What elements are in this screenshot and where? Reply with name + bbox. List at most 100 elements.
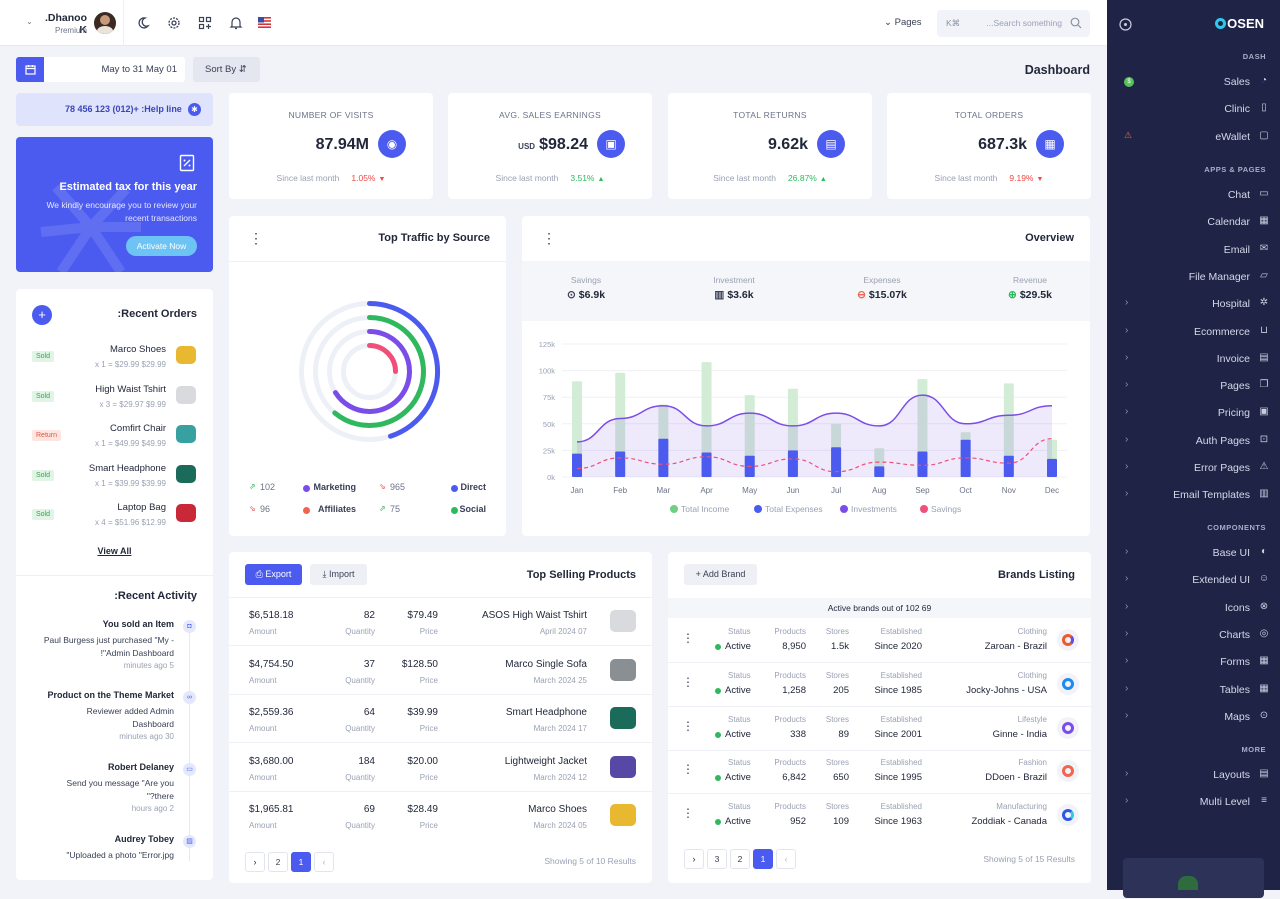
order-item[interactable]: Sold High Waist Tshirt x 3 = $29.97 $9.99 [16, 379, 213, 415]
order-item[interactable]: Sold Marco Shoes x 1 = $29.99 $29.99 [16, 339, 213, 375]
product-row[interactable]: $1,965.81 Amount 69 Quantity $28.49 Price Marc… [229, 792, 652, 840]
page-button[interactable]: 2 [730, 849, 750, 869]
brand-logo-icon [1057, 760, 1079, 783]
import-button[interactable]: ⤓ Import [310, 564, 367, 585]
sidebar-item-sales[interactable]: Sales ◔ [1107, 72, 1280, 94]
brand-row[interactable]: ⋮ Status Active Products 6,842 Stores 650 Estab… [668, 750, 1091, 795]
sidebar-item-base-ui[interactable]: Base UI ◐ › [1107, 543, 1280, 565]
activity-item[interactable]: Audrey Tobey ▨ "Uploaded a photo "Error.jp… [16, 834, 213, 899]
pages-menu[interactable]: ⌄ Pages [884, 17, 922, 28]
more-options-icon[interactable]: ⋮ [682, 674, 694, 689]
logo[interactable]: OSEN [1215, 16, 1264, 31]
moon-icon[interactable] [136, 16, 150, 30]
brand-status-label: Status [728, 758, 751, 768]
sidebar-item-forms[interactable]: Forms ▦ › [1107, 652, 1280, 674]
sidebar-item-calendar[interactable]: Calendar ▦ [1107, 212, 1280, 234]
gear-icon[interactable] [167, 16, 181, 30]
product-row[interactable]: $3,680.00 Amount 184 Quantity $20.00 Price Lig… [229, 744, 652, 792]
export-button[interactable]: ⎙ Export [245, 564, 302, 585]
helpline-bar[interactable]: 78 456 123 (012)+ :Help line ✱ [16, 93, 213, 126]
stat-title: NUMBER OF VISITS [288, 110, 374, 120]
activity-item[interactable]: You sold an Item ◘ Paul Burgess just purch… [16, 619, 213, 684]
order-item[interactable]: Sold Smart Headphone x 1 = $39.99 $39.99 [16, 458, 213, 494]
activate-now-button[interactable]: Activate Now [126, 236, 197, 256]
brand-row[interactable]: ⋮ Status Active Products 8,950 Stores 1.5k Esta… [668, 619, 1091, 663]
page-button[interactable]: 3 [707, 849, 727, 869]
activity-item[interactable]: Robert Delaney ▭ Send you message "Are you… [16, 762, 213, 827]
sidebar-item-multi-level[interactable]: Multi Level ≡ › [1107, 792, 1280, 814]
sidebar-toggle-icon[interactable] [1119, 18, 1132, 31]
avatar[interactable] [94, 12, 116, 34]
add-order-button[interactable]: + [32, 305, 52, 325]
sidebar-item-email[interactable]: Email ✉ [1107, 240, 1280, 262]
sidebar-item-invoice[interactable]: Invoice ▤ › [1107, 349, 1280, 371]
sidebar-item-clinic[interactable]: Clinic ▯ [1107, 99, 1280, 121]
bell-icon[interactable] [229, 16, 243, 30]
order-status-badge: Sold [32, 469, 55, 481]
next-page-button[interactable]: › [684, 849, 704, 869]
sidebar-item-ewallet[interactable]: eWallet ▢ [1107, 127, 1280, 149]
sidebar-item-pricing[interactable]: Pricing ▣ › [1107, 403, 1280, 425]
brand-products-label: Products [774, 758, 806, 768]
next-page-button[interactable]: › [245, 852, 265, 872]
sort-by-button[interactable]: Sort By ⇵ [193, 57, 260, 82]
sidebar-item-email-templates[interactable]: Email Templates ▥ › [1107, 485, 1280, 507]
sidebar-item-ecommerce[interactable]: Ecommerce ⊔ › [1107, 322, 1280, 344]
brand-row[interactable]: ⋮ Status Active Products 338 Stores 89 Establis… [668, 707, 1091, 751]
view-all-link[interactable]: View All [97, 546, 132, 556]
sidebar-item-hospital[interactable]: Hospital ✲ › [1107, 294, 1280, 316]
sidebar-item-tables[interactable]: Tables ▦ › [1107, 680, 1280, 702]
tax-card: Estimated tax for this year We kindly en… [16, 137, 213, 272]
product-row[interactable]: $2,559.36 Amount 64 Quantity $39.99 Price Smar… [229, 695, 652, 744]
y-tick-label: 100k [539, 367, 556, 376]
arrow-down-icon: ▼ [1036, 176, 1044, 183]
page-button[interactable]: 2 [268, 852, 288, 872]
more-options-icon[interactable]: ⋮ [682, 762, 694, 777]
brand-row[interactable]: ⋮ Status Active Products 952 Stores 109 Establi… [668, 794, 1091, 837]
calendar-button[interactable] [16, 57, 44, 82]
sidebar-item-auth-pages[interactable]: Auth Pages ⊡ › [1107, 431, 1280, 453]
prev-page-button[interactable]: ‹ [314, 852, 334, 872]
activity-item[interactable]: Product on the Theme Market ∞ Reviewer add… [16, 690, 213, 755]
sidebar-item-error-pages[interactable]: Error Pages ⚠ › [1107, 458, 1280, 480]
add-brand-button[interactable]: + Add Brand [684, 564, 757, 585]
page-button[interactable]: 1 [753, 849, 773, 869]
prev-page-button[interactable]: ‹ [776, 849, 796, 869]
overview-chart: 0k 25k 50k 75k 100k 125k Jan Feb Mar Apr May Jun Jul… [539, 340, 1067, 514]
order-item[interactable]: Return Comfirt Chair x 1 = $49.99 $49.99 [16, 418, 213, 454]
more-options-icon[interactable]: ⋮ [249, 230, 263, 246]
more-options-icon[interactable]: ⋮ [682, 631, 694, 645]
date-range-input[interactable]: May to 31 May 01 [44, 57, 185, 82]
more-options-icon[interactable]: ⋮ [542, 230, 556, 246]
us-flag-icon[interactable] [258, 17, 271, 28]
brand-status-label: Status [728, 627, 751, 636]
sidebar-item-layouts[interactable]: Layouts ▤ › [1107, 765, 1280, 787]
more-options-icon[interactable]: ⋮ [682, 718, 694, 733]
chevron-right-icon: › [1125, 655, 1129, 667]
brand-est-label: Established [880, 627, 922, 636]
order-item[interactable]: Sold Laptop Bag x 4 = $51.96 $12.99 [16, 497, 213, 533]
expense-bar [831, 447, 842, 477]
more-options-icon[interactable]: ⋮ [682, 806, 694, 821]
sidebar-item-pages[interactable]: Pages ❐ › [1107, 376, 1280, 398]
apps-grid-icon[interactable] [198, 16, 212, 30]
user-menu[interactable]: ⌄ .Dhanoo K Premium [16, 0, 124, 46]
sidebar-item-icons[interactable]: Icons ⊗ › [1107, 598, 1280, 620]
product-row[interactable]: $4,754.50 Amount 37 Quantity $128.50 Price Mar… [229, 647, 652, 695]
traffic-label: Direct [460, 482, 486, 492]
icons-icon: ⊗ [1259, 600, 1269, 612]
search-input[interactable]: K⌘ ...Search something [937, 10, 1090, 37]
sidebar-item-charts[interactable]: Charts ◎ › [1107, 625, 1280, 647]
sidebar-item-maps[interactable]: Maps ⊙ › [1107, 707, 1280, 729]
stat-footer-label: Since last month [495, 173, 559, 183]
product-date: March 2024 12 [533, 772, 587, 782]
sidebar-item-file-manager[interactable]: File Manager ▱ [1107, 267, 1280, 289]
sidebar-item-extended-ui[interactable]: Extended UI ☺ › [1107, 570, 1280, 592]
page-button[interactable]: 1 [291, 852, 311, 872]
sidebar-item-chat[interactable]: Chat ▭ [1107, 185, 1280, 207]
recent-orders-card: Sold Marco Shoes x 1 = $29.99 $29.99 Sold Hi… [16, 289, 213, 880]
chevron-right-icon: › [1125, 351, 1129, 363]
product-row[interactable]: $6,518.18 Amount 82 Quantity $79.49 Price ASOS… [229, 598, 652, 646]
brand-est-label: Established [880, 758, 922, 768]
brand-row[interactable]: ⋮ Status Active Products 1,258 Stores 205 Estab… [668, 663, 1091, 707]
